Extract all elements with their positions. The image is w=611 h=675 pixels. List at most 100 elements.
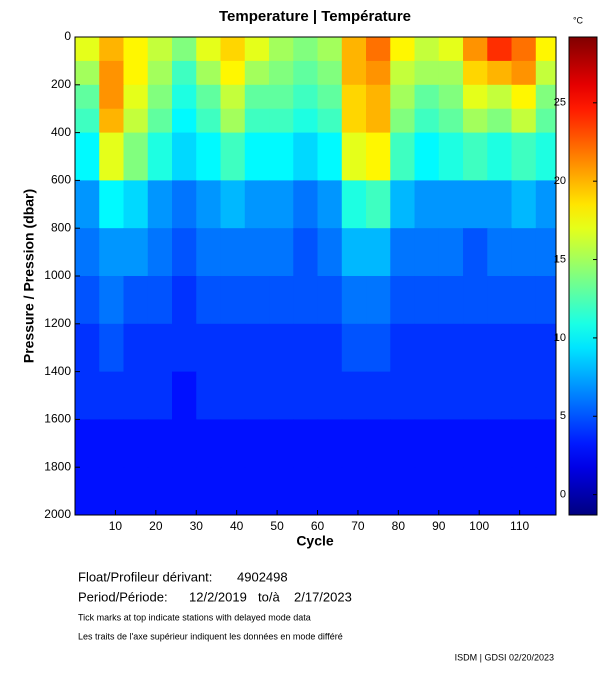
- y-tick-label: 1600: [44, 412, 71, 426]
- heat-cell: [414, 132, 440, 181]
- heat-cell: [366, 60, 391, 86]
- heat-cell: [196, 108, 222, 134]
- heat-cell: [196, 132, 222, 181]
- heat-cell: [366, 467, 391, 516]
- heat-cell: [123, 132, 149, 181]
- heat-cell: [244, 132, 270, 181]
- heat-cell: [414, 371, 440, 420]
- heat-cell: [366, 323, 391, 373]
- heat-cell: [147, 132, 173, 181]
- heat-cell: [220, 371, 246, 420]
- heat-cell: [535, 60, 557, 86]
- heat-cell: [293, 108, 319, 134]
- y-tick-label: 1400: [44, 364, 71, 378]
- y-tick-label: 2000: [44, 507, 71, 521]
- x-tick-label: 10: [109, 519, 123, 533]
- heat-cell: [147, 180, 173, 229]
- x-tick-label: 80: [392, 519, 406, 533]
- heat-cell: [147, 84, 173, 110]
- colorbar-tick-label: 15: [554, 253, 566, 265]
- heat-cell: [511, 132, 537, 181]
- heat-cell: [535, 228, 557, 277]
- heat-cell: [99, 37, 125, 62]
- heat-cell: [196, 180, 222, 229]
- heat-cell: [220, 180, 246, 229]
- heat-cell: [269, 323, 294, 373]
- heat-cell: [172, 60, 197, 86]
- y-tick-label: 1800: [44, 459, 71, 473]
- heat-cell: [99, 467, 125, 516]
- heat-cell: [293, 60, 319, 86]
- heat-cell: [511, 84, 537, 110]
- heat-cell: [366, 37, 391, 62]
- heat-cell: [123, 37, 149, 62]
- heat-cell: [220, 467, 246, 516]
- heat-cell: [341, 323, 367, 373]
- heat-cell: [196, 371, 222, 420]
- heat-cell: [123, 419, 149, 468]
- heat-cell: [511, 37, 537, 62]
- heat-cell: [438, 276, 464, 325]
- heat-cell: [75, 323, 100, 373]
- heat-cell: [341, 467, 367, 516]
- heat-cell: [438, 84, 464, 110]
- heat-cell: [172, 37, 197, 62]
- heat-cell: [123, 467, 149, 516]
- colorbar-tick-label: 5: [560, 410, 566, 422]
- heat-cell: [438, 228, 464, 277]
- heat-cell: [463, 37, 488, 62]
- heat-cell: [535, 37, 557, 62]
- heat-cell: [463, 371, 488, 420]
- heat-cell: [99, 228, 125, 277]
- note-en: Tick marks at top indicate stations with…: [78, 612, 311, 622]
- heat-cell: [487, 371, 513, 420]
- heat-cell: [99, 180, 125, 229]
- heat-cell: [244, 37, 270, 62]
- heat-cell: [220, 84, 246, 110]
- heat-cell: [487, 84, 513, 110]
- heat-cell: [293, 228, 319, 277]
- heat-cell: [244, 276, 270, 325]
- y-tick-label: 600: [51, 173, 71, 187]
- heat-cell: [511, 60, 537, 86]
- x-axis-label: Cycle: [296, 533, 334, 549]
- heat-cell: [196, 323, 222, 373]
- heat-cell: [99, 132, 125, 181]
- heat-cell: [196, 37, 222, 62]
- x-tick-label: 30: [190, 519, 204, 533]
- heat-cell: [341, 276, 367, 325]
- heat-cell: [390, 467, 416, 516]
- heat-cell: [269, 108, 294, 134]
- heat-cell: [438, 323, 464, 373]
- heat-cell: [172, 371, 197, 420]
- heat-cell: [244, 467, 270, 516]
- heat-cell: [414, 323, 440, 373]
- heat-cell: [487, 276, 513, 325]
- heat-cell: [220, 108, 246, 134]
- heat-cell: [220, 228, 246, 277]
- colorbar-tick-label: 20: [554, 175, 566, 187]
- heat-cell: [269, 180, 294, 229]
- colorbar-tick-label: 10: [554, 332, 566, 344]
- heat-cell: [269, 132, 294, 181]
- heat-cell: [269, 228, 294, 277]
- heat-cell: [535, 371, 557, 420]
- period-to: to/à: [258, 589, 280, 604]
- heat-cell: [172, 84, 197, 110]
- heat-cell: [414, 37, 440, 62]
- x-tick-label: 70: [351, 519, 365, 533]
- x-tick-label: 20: [149, 519, 163, 533]
- heat-cell: [463, 276, 488, 325]
- heat-cell: [317, 132, 343, 181]
- heat-cell: [99, 371, 125, 420]
- heat-cell: [511, 419, 537, 468]
- heat-cell: [487, 132, 513, 181]
- heat-cell: [244, 60, 270, 86]
- heat-cell: [317, 60, 343, 86]
- heat-cell: [269, 60, 294, 86]
- y-tick-label: 1200: [44, 316, 71, 330]
- heat-cell: [269, 371, 294, 420]
- heat-cell: [390, 228, 416, 277]
- heat-cell: [390, 132, 416, 181]
